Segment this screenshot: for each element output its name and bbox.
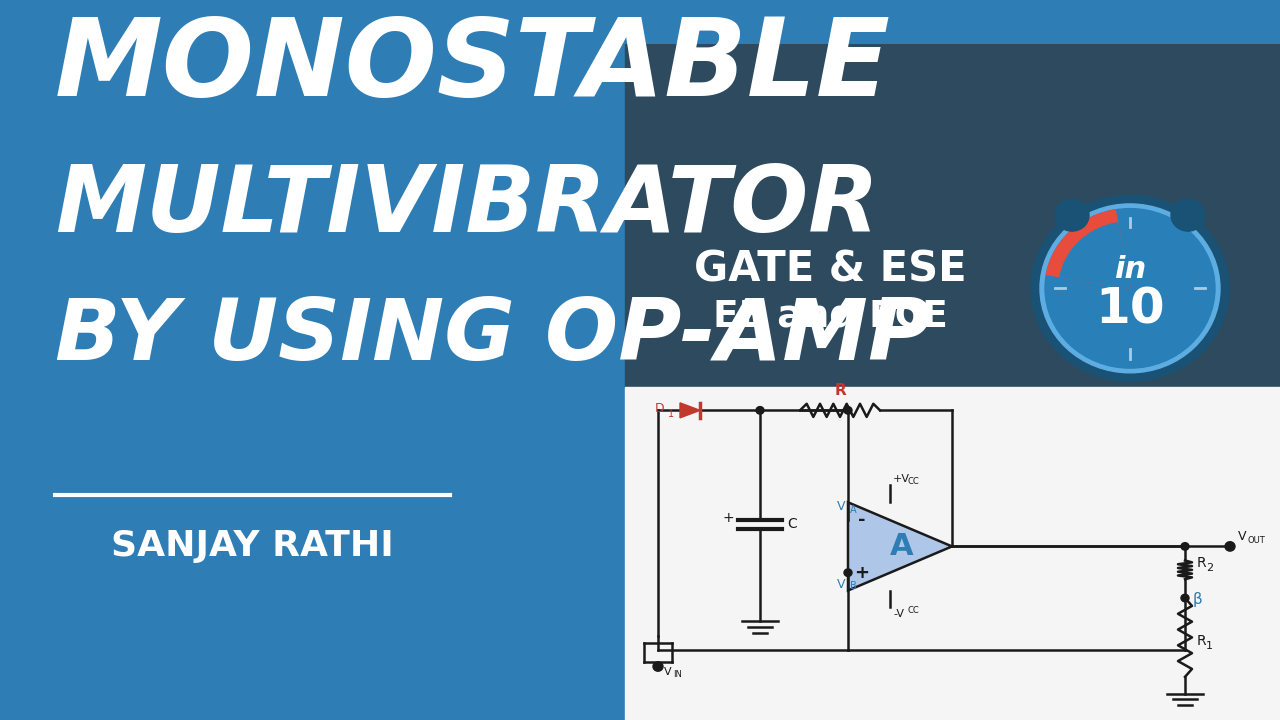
Text: EE and ECE: EE and ECE [713,299,947,335]
Circle shape [1181,543,1189,550]
Text: CC: CC [908,477,920,486]
Text: GATE & ESE: GATE & ESE [694,248,966,291]
Text: SANJAY RATHI: SANJAY RATHI [110,529,393,564]
Bar [625,387,1280,720]
Polygon shape [849,503,952,590]
Text: V: V [1238,530,1247,543]
Text: D: D [655,402,664,415]
Text: MULTIVIBRATOR: MULTIVIBRATOR [55,161,879,251]
Polygon shape [680,403,700,418]
Bar [0,45,625,720]
Text: in: in [1114,255,1146,284]
Text: R: R [1197,556,1207,570]
Circle shape [1030,195,1229,382]
Circle shape [1055,199,1089,231]
Text: +V: +V [893,474,910,484]
Circle shape [1044,209,1215,368]
Circle shape [1225,541,1235,551]
Circle shape [1171,199,1204,231]
Text: R: R [835,383,846,398]
Text: -V: -V [893,609,904,619]
Text: β: β [1193,593,1203,608]
Text: 1: 1 [1206,641,1213,651]
Text: R: R [1197,634,1207,648]
Text: V: V [664,667,672,678]
Text: 2: 2 [1206,562,1213,572]
Text: 1: 1 [668,409,675,419]
Text: V: V [837,578,845,591]
Text: OUT: OUT [1248,536,1266,546]
Wedge shape [1060,222,1130,289]
Text: A: A [850,505,856,516]
Text: 10: 10 [1096,285,1165,333]
Text: BY USING OP-AMP: BY USING OP-AMP [55,294,931,377]
Circle shape [844,569,852,577]
Text: MONOSTABLE: MONOSTABLE [55,14,891,120]
Circle shape [844,407,852,414]
Text: IN: IN [673,670,682,679]
Text: A: A [890,532,914,561]
Text: +: + [855,564,869,582]
Wedge shape [1046,210,1130,289]
Text: +: + [722,511,733,526]
Circle shape [653,662,663,671]
Text: CC: CC [908,606,920,616]
Text: V: V [837,500,845,513]
Circle shape [1039,204,1220,373]
Circle shape [1181,594,1189,602]
Text: -: - [859,511,865,529]
Text: B: B [850,581,856,591]
Text: C: C [787,517,796,531]
Bar [625,45,1280,387]
Circle shape [756,407,764,414]
